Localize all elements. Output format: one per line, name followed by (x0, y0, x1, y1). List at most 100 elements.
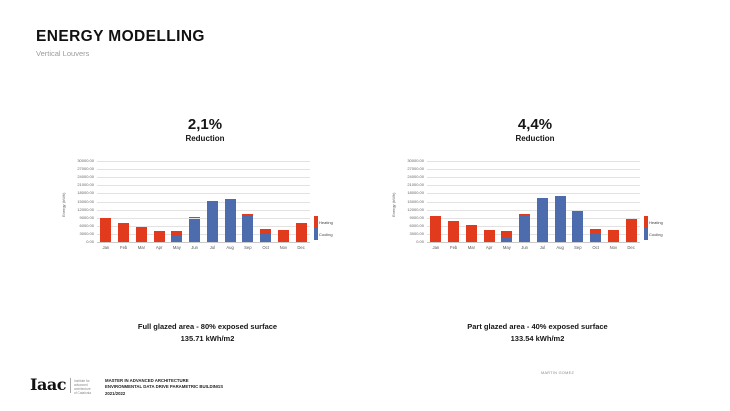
legend-label: Heating (649, 219, 663, 225)
bar-cooling-May (171, 235, 183, 242)
y-tick-label: 18000.00 (407, 190, 424, 196)
y-tick-label: 9000.00 (79, 214, 94, 220)
chart-part-glazed: Energy (kWh) 0.00 3000.00 6000.00 9000.00 120… (390, 156, 690, 260)
caption-line1: Full glazed area - 80% exposed surface (137, 322, 278, 331)
logo-sub-line: advanced (73, 383, 88, 388)
caption-line1: Part glazed area - 40% exposed surface (467, 322, 608, 331)
x-tick-label: Aug (226, 245, 234, 250)
x-tick-label: Jul (539, 245, 546, 250)
bar-heating-Jun (519, 214, 531, 216)
bar-heating-Jan (430, 215, 442, 242)
logo-sub-line: architecture (73, 387, 91, 392)
bar-cooling-Jun (189, 218, 201, 242)
bar-heating-Oct (590, 228, 602, 233)
bar-cooling-Aug (224, 199, 236, 242)
y-tick-label: 15000.00 (77, 198, 94, 204)
y-tick-label: 21000.00 (407, 182, 424, 188)
gridline (427, 242, 640, 243)
bar-cooling-Oct (590, 232, 602, 242)
bar-heating-Dec (625, 219, 637, 242)
y-axis-title: Energy (kWh) (391, 192, 396, 218)
x-tick-label: Jan (102, 245, 110, 250)
logo-sub-line: Institute for (73, 379, 90, 383)
gridline (427, 193, 640, 195)
gridline (427, 177, 640, 179)
bar-heating-Feb (118, 223, 130, 242)
x-tick-label: Dec (627, 245, 635, 250)
gridline (427, 225, 640, 227)
program-line: ENVIRONMENTAL DATA DRIVE PARAMETRIC BUIL… (104, 384, 224, 390)
gridline (97, 185, 310, 187)
x-tick-label: May (172, 245, 181, 250)
bar-cooling-Jun (519, 215, 531, 242)
footer-divider (69, 378, 71, 393)
gridline (97, 169, 310, 171)
legend-item-cooling: Cooling (644, 228, 663, 240)
bar-heating-May (501, 231, 513, 237)
program-line: MASTER IN ADVANCED ARCHITECTURE (104, 378, 189, 383)
program-line: 2021/2022 (104, 390, 126, 396)
y-axis-title: Energy (kWh) (61, 192, 66, 218)
y-tick-label: 30000.00 (77, 158, 94, 163)
gridline (427, 161, 640, 162)
bar-cooling-Jul (536, 197, 548, 242)
y-tick-label: 18000.00 (77, 190, 94, 196)
heating-legend-swatch (314, 216, 318, 228)
bar-heating-Sep (242, 213, 254, 215)
heating-legend-swatch (644, 216, 648, 228)
gridline (97, 242, 310, 243)
x-tick-label: Aug (556, 245, 564, 250)
cooling-legend-swatch (644, 228, 648, 240)
legend-item-heating: Heating (314, 216, 333, 228)
chart-full-glazed: Energy (kWh) 0.00 3000.00 6000.00 9000.00 120… (60, 156, 360, 260)
bar-cooling-Jul (206, 200, 218, 242)
x-tick-label: May (502, 245, 511, 250)
y-tick-label: 24000.00 (77, 174, 94, 180)
logo-sub-line: of Catalonia (73, 391, 91, 396)
legend-label: Heating (319, 219, 333, 225)
gridline (97, 209, 310, 211)
x-tick-label: Jan (432, 245, 440, 250)
x-tick-label: Mar (137, 245, 145, 250)
x-tick-label: Mar (467, 245, 475, 250)
bar-heating-Feb (448, 221, 460, 242)
y-tick-label: 21000.00 (77, 182, 94, 188)
y-tick-label: 0.00 (416, 239, 424, 244)
page-subtitle: Vertical Louvers (36, 49, 90, 58)
x-tick-label: Apr (155, 245, 163, 250)
x-tick-label: Feb (450, 245, 458, 250)
y-tick-label: 9000.00 (409, 214, 424, 220)
legend-item-heating: Heating (644, 216, 663, 228)
bar-heating-Nov (277, 230, 289, 242)
y-tick-label: 12000.00 (407, 206, 424, 212)
x-tick-label: Nov (279, 245, 288, 250)
x-tick-label: Oct (262, 245, 269, 250)
x-tick-label: Sep (574, 245, 582, 250)
gridline (427, 185, 640, 187)
reduction-label: Reduction (185, 134, 225, 143)
y-tick-label: 27000.00 (407, 166, 424, 172)
reduction-label: Reduction (515, 134, 555, 143)
x-tick-label: Oct (592, 245, 599, 250)
gridline (427, 217, 640, 219)
bar-heating-Jan (100, 218, 112, 242)
caption-part-glazed: Part glazed area - 40% exposed surface 1… (390, 321, 685, 344)
x-tick-label: Apr (485, 245, 493, 250)
caption-full-glazed: Full glazed area - 80% exposed surface 1… (60, 321, 355, 344)
y-tick-label: 24000.00 (407, 174, 424, 180)
legend-label: Cooling (319, 231, 333, 237)
gridline (427, 209, 640, 211)
bar-heating-Dec (295, 222, 307, 242)
page-title: ENERGY MODELLING (36, 28, 205, 45)
gridline (97, 225, 310, 227)
gridline (97, 201, 310, 203)
x-tick-label: Sep (244, 245, 252, 250)
y-tick-label: 3000.00 (79, 230, 94, 236)
bar-heating-Apr (153, 230, 165, 242)
y-tick-label: 3000.00 (409, 230, 424, 236)
iaac-logo-subtext: Institute for advanced architecture of C… (74, 377, 91, 396)
gridline (97, 217, 310, 219)
bar-cooling-Apr (483, 241, 495, 242)
gridline (97, 193, 310, 195)
reduction-value: 4,4% (517, 116, 553, 133)
